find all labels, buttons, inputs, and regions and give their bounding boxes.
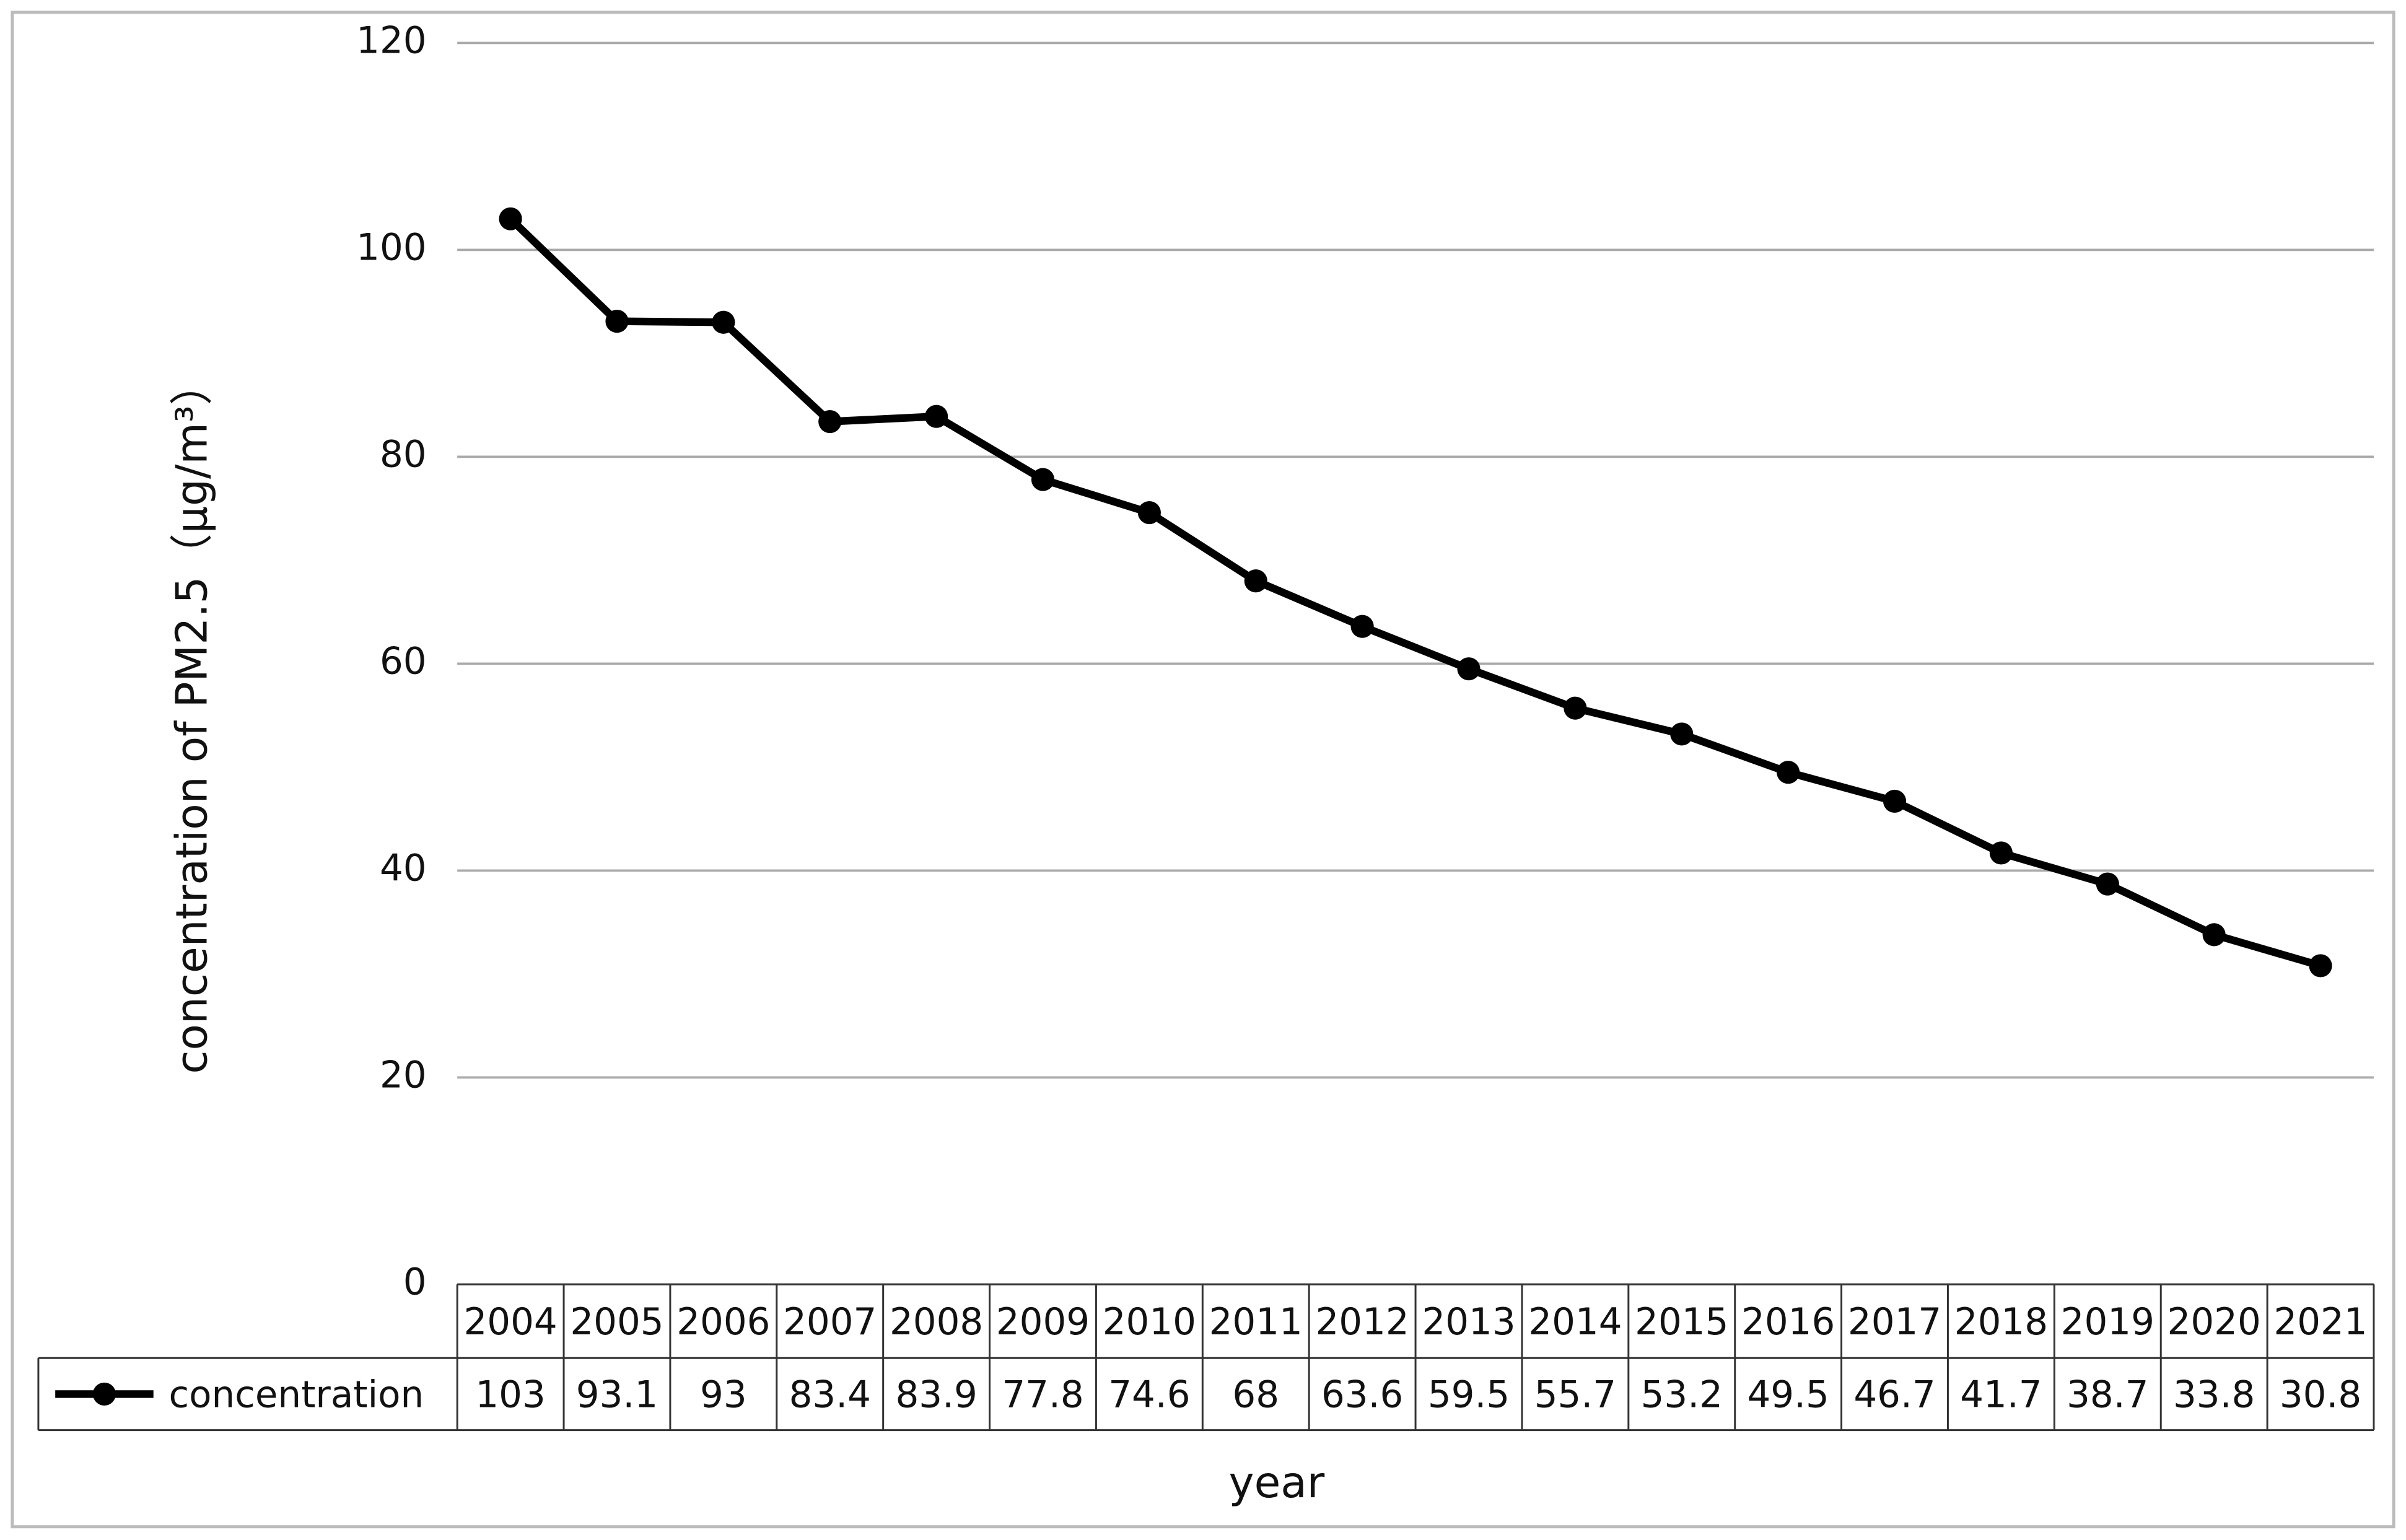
x-tick-label: 2017 <box>1848 1301 1941 1344</box>
table-value: 68 <box>1232 1373 1279 1416</box>
data-point <box>1350 615 1374 638</box>
x-tick-label: 2007 <box>783 1301 877 1344</box>
data-point <box>1457 657 1481 681</box>
x-tick-label: 2004 <box>463 1301 557 1344</box>
data-point <box>1137 501 1161 525</box>
legend-label: concentration <box>168 1373 424 1416</box>
y-axis-label: concentration of PM2.5（μg/m³） <box>168 362 217 1074</box>
y-tick-label: 120 <box>356 19 426 62</box>
x-tick-label: 2006 <box>676 1301 770 1344</box>
x-tick-label: 2016 <box>1741 1301 1835 1344</box>
table-value: 74.6 <box>1108 1373 1190 1416</box>
data-point <box>2202 923 2226 947</box>
table-value: 83.9 <box>895 1373 977 1416</box>
x-tick-label: 2015 <box>1635 1301 1728 1344</box>
x-tick-label: 2010 <box>1103 1301 1196 1344</box>
x-tick-label: 2011 <box>1209 1301 1303 1344</box>
table-value: 63.6 <box>1321 1373 1403 1416</box>
data-point <box>1564 696 1587 720</box>
x-tick-label: 2021 <box>2273 1301 2367 1344</box>
data-line <box>507 216 2322 969</box>
table-value: 93.1 <box>576 1373 658 1416</box>
table-value: 103 <box>475 1373 545 1416</box>
y-tick-label: 80 <box>380 433 427 476</box>
table-value: 38.7 <box>2067 1373 2148 1416</box>
data-point <box>1244 569 1267 593</box>
table-value: 41.7 <box>1960 1373 2042 1416</box>
data-point <box>1777 761 1800 784</box>
data-point <box>2096 872 2119 896</box>
x-tick-label: 2014 <box>1528 1301 1622 1344</box>
x-tick-label: 2019 <box>2061 1301 2154 1344</box>
x-tick-label: 2018 <box>1954 1301 2048 1344</box>
data-point <box>499 207 522 230</box>
y-tick-label: 60 <box>380 640 427 683</box>
x-tick-label: 2009 <box>996 1301 1090 1344</box>
data-point <box>712 310 735 334</box>
table-value: 93 <box>700 1373 747 1416</box>
y-tick-label: 40 <box>380 847 427 890</box>
data-point <box>1670 722 1694 746</box>
data-point <box>1883 789 1907 813</box>
data-point <box>1989 841 2013 865</box>
table-value: 53.2 <box>1641 1373 1723 1416</box>
data-point <box>925 405 948 428</box>
table-value: 59.5 <box>1428 1373 1510 1416</box>
table-value: 55.7 <box>1534 1373 1616 1416</box>
table-value: 83.4 <box>789 1373 871 1416</box>
y-tick-label: 0 <box>403 1261 427 1303</box>
data-point <box>818 409 842 434</box>
y-tick-label: 100 <box>356 226 426 269</box>
chart-border <box>11 11 2395 1529</box>
y-tick-label: 20 <box>380 1054 427 1096</box>
table-value: 77.8 <box>1002 1373 1083 1416</box>
x-tick-label: 2020 <box>2168 1301 2261 1344</box>
x-tick-label: 2013 <box>1422 1301 1515 1344</box>
table-value: 46.7 <box>1853 1373 1935 1416</box>
x-tick-label: 2012 <box>1315 1301 1409 1344</box>
data-point <box>605 310 629 333</box>
data-point <box>1031 468 1055 491</box>
x-tick-label: 2005 <box>570 1301 663 1344</box>
table-value: 30.8 <box>2280 1373 2361 1416</box>
legend-marker <box>92 1382 116 1406</box>
x-tick-label: 2008 <box>890 1301 983 1344</box>
data-point <box>2309 954 2332 978</box>
table-value: 33.8 <box>2173 1373 2255 1416</box>
x-axis-label: year <box>1229 1458 1325 1508</box>
table-value: 49.5 <box>1747 1373 1829 1416</box>
